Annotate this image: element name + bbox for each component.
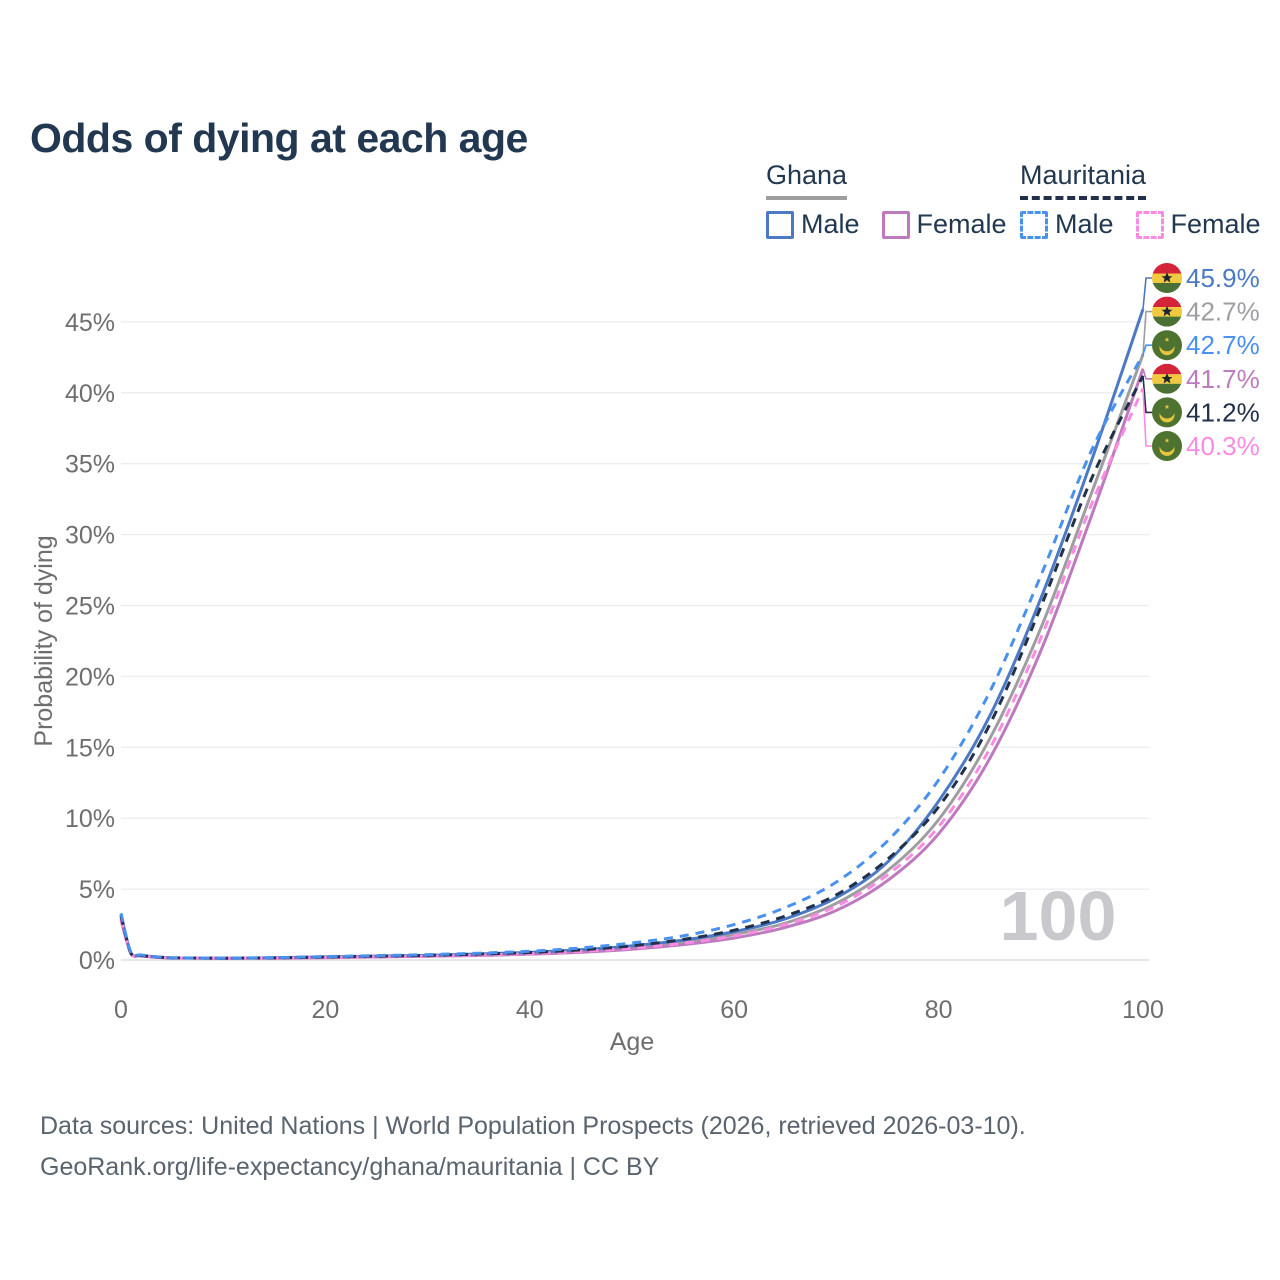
- x-tick-label: 100: [1122, 996, 1164, 1024]
- legend-row-ghana: Male Female: [766, 209, 1007, 240]
- ghana-flag-icon: [1152, 363, 1182, 394]
- ghana-flag-icon: [1152, 263, 1182, 293]
- series-line-mauritania-female[interactable]: [119, 387, 1145, 960]
- series-line-mauritania-male[interactable]: [119, 353, 1145, 960]
- ghana-female-swatch: [881, 210, 910, 239]
- end-value-label-mauritania-overall[interactable]: 41.2%: [1186, 397, 1260, 427]
- footer: Data sources: United Nations | World Pop…: [40, 1106, 1026, 1188]
- end-label-connector: [1142, 368, 1152, 380]
- end-value-label-mauritania-male[interactable]: 42.7%: [1186, 330, 1260, 360]
- ghana-flag-icon: [1152, 296, 1182, 327]
- end-value-label-ghana-male[interactable]: 45.9%: [1186, 263, 1260, 293]
- line-chart: 0% 5% 10% 15% 20% 25% 30% 35% 40% 45% 0 20 40 60 80 100…: [30, 263, 1260, 1056]
- x-axis-title: Age: [610, 1028, 654, 1056]
- series-line-ghana-male[interactable]: [119, 308, 1145, 960]
- mauritania-flag-icon: [1152, 431, 1182, 461]
- y-tick-label: 30%: [65, 522, 115, 550]
- legend-item-mauritania-male[interactable]: Male: [1020, 209, 1114, 240]
- legend-item-label: Male: [801, 209, 860, 239]
- y-tick-label: 40%: [65, 380, 115, 408]
- legend-item-ghana-female[interactable]: Female: [881, 209, 1007, 240]
- end-label-connector: [1142, 277, 1152, 310]
- legend-item-label: Male: [1055, 209, 1114, 239]
- series-line-ghana-overall[interactable]: [119, 353, 1145, 960]
- x-tick-label: 20: [311, 996, 339, 1024]
- y-tick-label: 5%: [79, 876, 115, 904]
- y-tick-label: 45%: [65, 309, 115, 337]
- attribution-line: GeoRank.org/life-expectancy/ghana/maurit…: [40, 1153, 660, 1181]
- series-line-ghana-female[interactable]: [119, 368, 1145, 961]
- y-axis-title: Probability of dying: [30, 535, 58, 746]
- legend-group-ghana: Ghana Male Female: [766, 160, 1007, 240]
- y-tick-label: 35%: [65, 451, 115, 479]
- y-tick-label: 20%: [65, 663, 115, 691]
- end-label-connector: [1142, 310, 1152, 355]
- legend-item-label: Female: [1170, 209, 1261, 239]
- x-tick-label: 40: [516, 996, 544, 1024]
- legend-country-mauritania[interactable]: Mauritania: [1020, 160, 1147, 200]
- x-tick-label: 80: [925, 996, 953, 1024]
- mauritania-flag-icon: [1152, 330, 1182, 361]
- end-value-label-ghana-overall[interactable]: 42.7%: [1186, 297, 1260, 327]
- y-tick-label: 15%: [65, 734, 115, 762]
- ghana-male-swatch: [766, 210, 794, 239]
- legend: Ghana Male Female Mauritania Male Female: [0, 160, 1280, 240]
- y-tick-label: 10%: [65, 805, 115, 833]
- legend-group-mauritania: Mauritania Male Female: [1020, 160, 1261, 240]
- data-source-line: Data sources: United Nations | World Pop…: [40, 1112, 1026, 1140]
- y-tick-label: 25%: [65, 593, 115, 621]
- age-watermark: 100: [1000, 877, 1117, 955]
- legend-row-mauritania: Male Female: [1020, 209, 1261, 240]
- legend-country-ghana[interactable]: Ghana: [766, 160, 848, 200]
- end-value-label-ghana-female[interactable]: 41.7%: [1186, 364, 1260, 394]
- y-tick-label: 0%: [79, 947, 115, 975]
- legend-item-mauritania-female[interactable]: Female: [1135, 209, 1261, 240]
- mauritania-female-swatch: [1135, 210, 1164, 239]
- end-label-connector: [1142, 388, 1152, 447]
- end-value-label-mauritania-female[interactable]: 40.3%: [1186, 431, 1260, 461]
- legend-item-label: Female: [916, 209, 1007, 239]
- page-title: Odds of dying at each age: [30, 115, 528, 162]
- mauritania-flag-icon: [1152, 397, 1182, 428]
- mauritania-male-swatch: [1020, 210, 1048, 239]
- end-label-connector: [1142, 375, 1152, 414]
- legend-item-ghana-male[interactable]: Male: [766, 209, 860, 240]
- x-tick-label: 0: [114, 996, 128, 1024]
- x-tick-label: 60: [720, 996, 748, 1024]
- end-label-connector: [1142, 344, 1152, 355]
